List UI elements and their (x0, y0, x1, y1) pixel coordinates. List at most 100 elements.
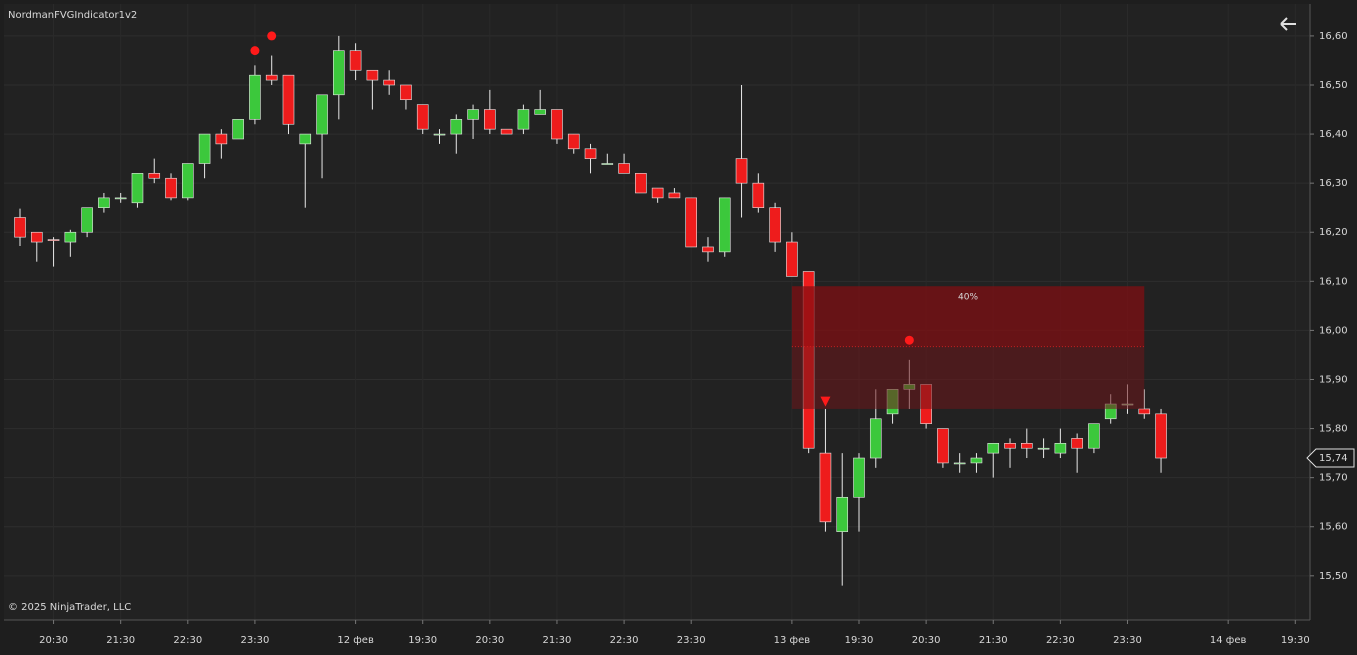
candle-body (467, 109, 479, 120)
candle-body (853, 457, 865, 498)
last-price-tag (1306, 448, 1355, 468)
candle-body (47, 239, 60, 241)
candle-body (937, 428, 949, 464)
candle-body (651, 187, 664, 199)
y-tick-label: 16,60 (1319, 31, 1348, 42)
fvg-lower (791, 346, 1145, 409)
x-tick-label: 22:30 (610, 635, 639, 646)
candle-body (819, 452, 832, 523)
x-tick-label: 21:30 (543, 635, 572, 646)
x-tick-label: 23:30 (1113, 635, 1142, 646)
candle-body (836, 496, 849, 532)
candle-body (702, 246, 714, 253)
candle-body (786, 241, 798, 277)
y-tick-label: 15,60 (1319, 522, 1348, 533)
candle-body (1088, 423, 1100, 449)
candle-body (349, 50, 362, 71)
candle-body (668, 192, 681, 199)
candle-body (534, 109, 546, 115)
candle-body (601, 163, 614, 165)
back-arrow[interactable] (1280, 17, 1296, 31)
x-tick-label: 23:30 (677, 635, 706, 646)
candle-body (953, 462, 966, 465)
candle-body (1004, 442, 1016, 449)
x-tick-label: 21:30 (979, 635, 1008, 646)
candle-body (165, 177, 177, 199)
candle-body (567, 133, 580, 150)
copyright: © 2025 NinjaTrader, LLC (8, 602, 131, 613)
chart-title: NordmanFVGIndicator1v2 (8, 10, 137, 21)
candle-body (752, 182, 765, 208)
marks: 40% (14, 31, 1167, 586)
candle-body (114, 197, 127, 200)
y-tick-label: 15,50 (1319, 571, 1348, 582)
x-tick-label: 22:30 (173, 635, 202, 646)
candle-body (987, 442, 1000, 454)
y-tick-label: 16,00 (1319, 325, 1348, 336)
candle-body (182, 163, 194, 199)
x-tick-label: 22:30 (1046, 635, 1075, 646)
x-tick-label: 19:30 (845, 635, 874, 646)
x-tick-label: 20:30 (912, 635, 941, 646)
x-tick-label: 14 фев (1210, 635, 1247, 646)
candle-body (148, 173, 161, 179)
candle-body (265, 74, 278, 81)
candle-body (735, 158, 748, 184)
candle-body (433, 133, 446, 136)
candle-body (970, 457, 983, 464)
candle-body (416, 104, 429, 130)
candle-body (450, 119, 463, 135)
x-tick-label: 12 фев (337, 635, 374, 646)
y-tick-label: 15,90 (1319, 374, 1348, 385)
candle-body (64, 231, 77, 243)
candle-body (1138, 408, 1151, 415)
signal-dot (267, 31, 277, 41)
candle-body (299, 133, 312, 145)
candle-body (1054, 442, 1067, 454)
candle-body (98, 197, 110, 208)
y-tick-label: 16,30 (1319, 178, 1348, 189)
candle-body (30, 231, 43, 243)
x-tick-label: 20:30 (39, 635, 68, 646)
candle-body (366, 69, 379, 81)
candle-body (316, 94, 328, 135)
candle-body (769, 207, 781, 243)
y-tick-label: 16,20 (1319, 227, 1348, 238)
signal-triangle (820, 396, 831, 407)
candle-body (333, 50, 345, 96)
candle-body (249, 74, 261, 120)
candle-body (1020, 442, 1033, 449)
signal-dot (250, 46, 260, 56)
candle-body (400, 84, 412, 101)
x-tick-label: 21:30 (106, 635, 135, 646)
y-tick-label: 15,80 (1319, 424, 1348, 435)
candle-body (383, 79, 395, 86)
x-tick-label: 23:30 (241, 635, 270, 646)
candle-body (718, 197, 731, 253)
y-tick-label: 15,70 (1319, 473, 1348, 484)
signal-dot (904, 335, 914, 345)
candle-body (198, 133, 211, 164)
y-tick-label: 16,40 (1319, 129, 1348, 140)
candle-body (282, 74, 295, 125)
candle-body (215, 133, 228, 145)
x-tick-label: 20:30 (475, 635, 504, 646)
y-tick-label: 16,50 (1319, 80, 1348, 91)
candle-body (500, 128, 513, 135)
candle-body (584, 148, 597, 159)
candle-body (81, 207, 93, 233)
candle-body (484, 109, 496, 130)
fvg-label: 40% (958, 293, 978, 303)
candle-body (685, 197, 698, 248)
candle-body (232, 119, 244, 140)
candle-body (1155, 413, 1167, 459)
fvg-upper (791, 286, 1145, 347)
candle-body (869, 418, 882, 459)
candle-body (131, 173, 144, 204)
candle-body (635, 173, 647, 194)
candle-body (618, 163, 630, 174)
x-tick-label: 19:30 (1281, 635, 1310, 646)
candle-body (1037, 447, 1050, 450)
y-tick-label: 16,10 (1319, 276, 1348, 287)
